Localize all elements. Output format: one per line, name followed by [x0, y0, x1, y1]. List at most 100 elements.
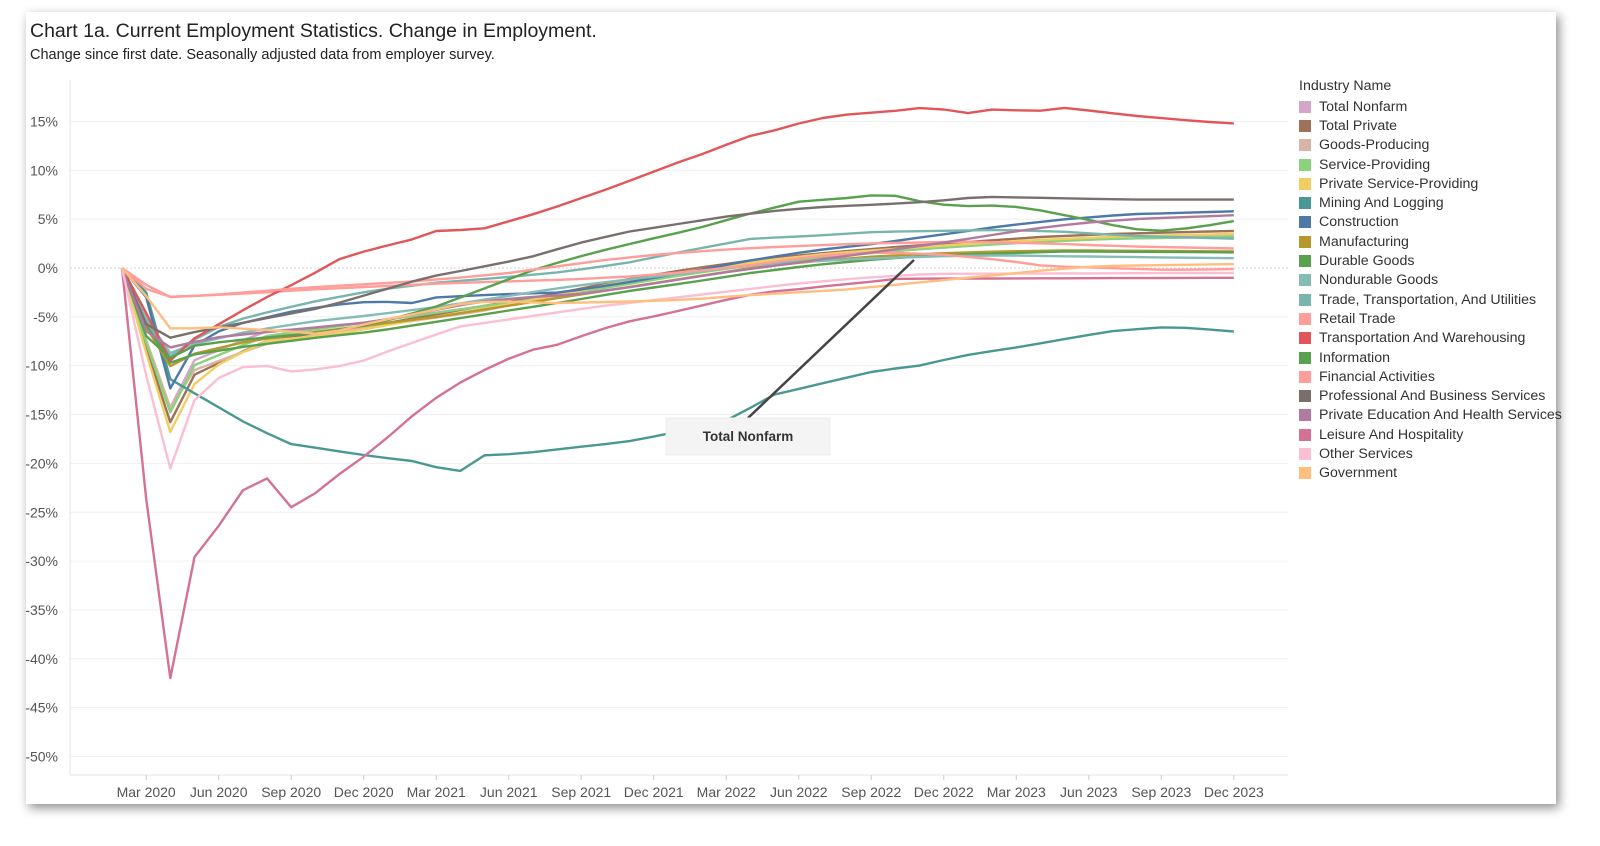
- legend-item[interactable]: Other Services: [1299, 444, 1562, 463]
- legend-swatch: [1299, 100, 1311, 113]
- x-tick-label: Sep 2020: [261, 784, 321, 800]
- legend-items: Total Nonfarm Total Private Goods-Producin…: [1299, 97, 1562, 483]
- x-tick-label: Dec 2020: [334, 784, 394, 800]
- legend-item[interactable]: Durable Goods: [1299, 251, 1562, 270]
- series-line: [120, 229, 1234, 424]
- legend-item[interactable]: Total Private: [1299, 116, 1562, 135]
- x-tick-label: Mar 2021: [407, 784, 466, 800]
- legend-item[interactable]: Nondurable Goods: [1299, 271, 1562, 290]
- legend-swatch: [1299, 255, 1311, 268]
- legend-item[interactable]: Trade, Transportation, And Utilities: [1299, 290, 1562, 309]
- legend-item[interactable]: Total Nonfarm: [1299, 97, 1562, 116]
- legend-item[interactable]: Mining And Logging: [1299, 193, 1562, 212]
- legend-item[interactable]: Goods-Producing: [1299, 136, 1562, 155]
- legend-label: Government: [1319, 465, 1398, 482]
- x-tick-label: Sep 2021: [551, 784, 611, 800]
- legend-swatch: [1299, 216, 1311, 229]
- legend-item[interactable]: Government: [1299, 464, 1562, 483]
- x-tick-label: Dec 2021: [624, 784, 684, 800]
- series-line: [120, 267, 1234, 680]
- y-tick-label: 10%: [30, 162, 58, 178]
- legend-item[interactable]: Retail Trade: [1299, 309, 1562, 328]
- y-tick-label: -10%: [25, 358, 58, 374]
- legend-label: Professional And Business Services: [1319, 388, 1546, 405]
- tooltip-pointer-line: [747, 259, 915, 419]
- legend-label: Information: [1319, 349, 1390, 366]
- legend-label: Trade, Transportation, And Utilities: [1319, 291, 1537, 308]
- x-tick-label: Dec 2023: [1204, 784, 1264, 800]
- legend-label: Leisure And Hospitality: [1319, 426, 1464, 443]
- y-tick-label: -30%: [25, 553, 58, 569]
- legend-swatch: [1299, 370, 1311, 383]
- series-line: [120, 250, 1234, 364]
- x-tick-label: Jun 2021: [480, 784, 538, 800]
- y-tick-label: -25%: [25, 504, 58, 520]
- legend-swatch: [1299, 312, 1311, 325]
- series-lines: [120, 106, 1235, 680]
- legend-swatch: [1299, 274, 1311, 287]
- legend: Industry Name Total Nonfarm Total Private…: [1299, 78, 1562, 483]
- legend-swatch: [1299, 332, 1311, 345]
- x-tick-label: Jun 2022: [770, 784, 828, 800]
- legend-swatch: [1299, 351, 1311, 364]
- x-tick-label: Sep 2022: [841, 784, 901, 800]
- legend-item[interactable]: Professional And Business Services: [1299, 386, 1562, 405]
- y-tick-label: -50%: [25, 749, 58, 765]
- grid-lines: [69, 80, 1288, 776]
- legend-swatch: [1299, 119, 1311, 132]
- legend-swatch: [1299, 139, 1311, 152]
- y-tick-label: -20%: [25, 455, 58, 471]
- series-line: [120, 233, 1234, 410]
- legend-item[interactable]: Leisure And Hospitality: [1299, 425, 1562, 444]
- legend-swatch: [1299, 235, 1311, 248]
- legend-item[interactable]: Construction: [1299, 213, 1562, 232]
- series-line: [121, 251, 1234, 299]
- legend-label: Total Nonfarm: [1319, 98, 1408, 115]
- legend-label: Manufacturing: [1319, 233, 1409, 250]
- legend-swatch: [1299, 197, 1311, 210]
- legend-item[interactable]: Information: [1299, 348, 1562, 367]
- legend-label: Financial Activities: [1319, 368, 1435, 385]
- y-tick-label: -5%: [33, 309, 58, 325]
- x-tick-label: Mar 2022: [697, 784, 756, 800]
- legend-item[interactable]: Private Education And Health Services: [1299, 406, 1562, 425]
- legend-item[interactable]: Service-Providing: [1299, 155, 1562, 174]
- tooltip-label: Total Nonfarm: [703, 429, 794, 444]
- y-axis: 15% 10% 5% 0% -5% -10% -15% -20% -25% -30% -35% -40…: [25, 113, 58, 764]
- x-axis: Mar 2020 Jun 2020 Sep 2020 Dec 2020 Mar 2021…: [117, 775, 1264, 800]
- x-tick-label: Dec 2022: [914, 784, 974, 800]
- legend-swatch: [1299, 409, 1311, 422]
- legend-label: Nondurable Goods: [1319, 272, 1439, 289]
- legend-item[interactable]: Manufacturing: [1299, 232, 1562, 251]
- series-line: [120, 106, 1234, 362]
- y-tick-label: -15%: [25, 407, 58, 423]
- legend-swatch: [1299, 293, 1311, 306]
- legend-label: Other Services: [1319, 445, 1413, 462]
- y-tick-label: -45%: [25, 700, 58, 716]
- x-tick-label: Mar 2023: [987, 784, 1046, 800]
- legend-label: Private Education And Health Services: [1319, 407, 1562, 424]
- series-line: [120, 235, 1234, 414]
- x-tick-label: Sep 2023: [1131, 784, 1191, 800]
- y-tick-label: 0%: [38, 260, 58, 276]
- x-tick-label: Mar 2020: [117, 784, 176, 800]
- y-tick-label: -35%: [25, 602, 58, 618]
- x-tick-label: Jun 2020: [190, 784, 248, 800]
- tooltip-box: [665, 417, 831, 456]
- legend-item[interactable]: Financial Activities: [1299, 367, 1562, 386]
- legend-item[interactable]: Private Service-Providing: [1299, 174, 1562, 193]
- legend-title: Industry Name: [1299, 78, 1392, 94]
- legend-swatch: [1299, 390, 1311, 403]
- series-line: [121, 262, 1234, 335]
- series-line: [120, 235, 1234, 409]
- legend-label: Construction: [1319, 214, 1399, 231]
- y-tick-label: 15%: [30, 113, 58, 129]
- y-tick-label: -40%: [25, 651, 58, 667]
- legend-label: Service-Providing: [1319, 156, 1431, 173]
- series-line: [120, 214, 1234, 349]
- legend-label: Retail Trade: [1319, 310, 1396, 327]
- tooltip: Total Nonfarm: [665, 259, 915, 456]
- legend-swatch: [1299, 177, 1311, 190]
- legend-item[interactable]: Transportation And Warehousing: [1299, 329, 1562, 348]
